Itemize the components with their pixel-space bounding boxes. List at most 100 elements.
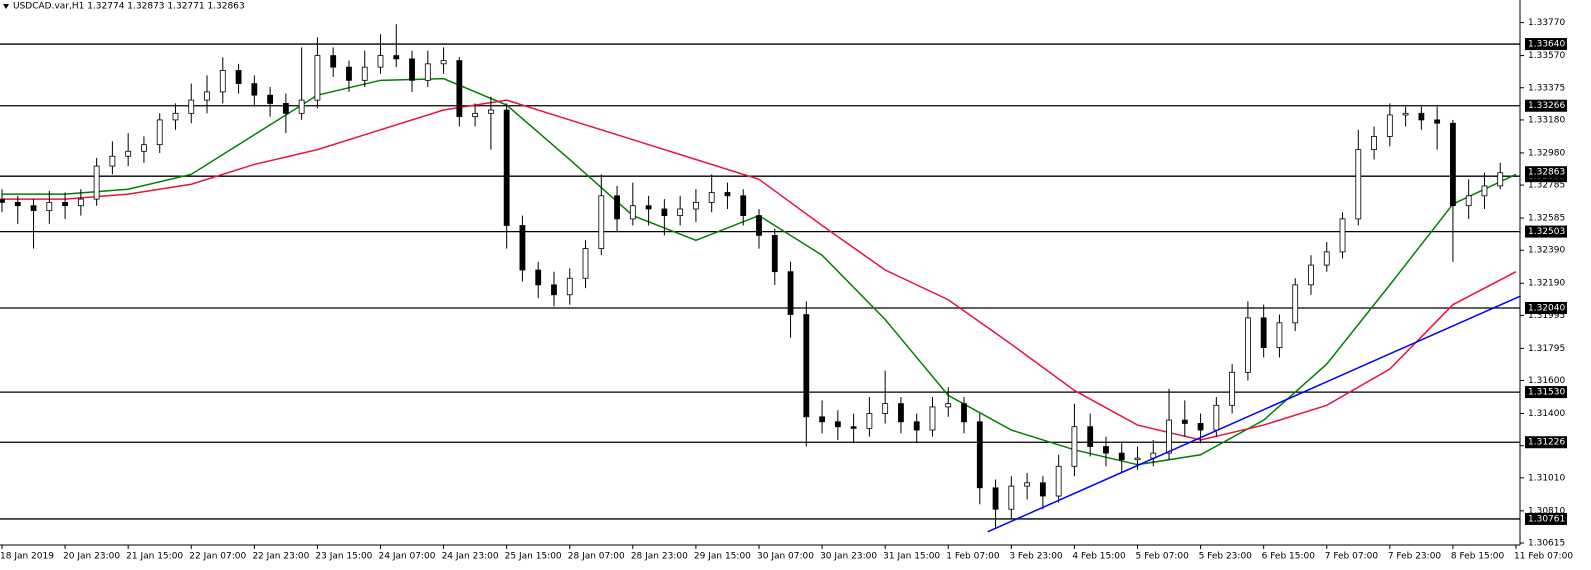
y-tick-label: 1.32390 [1528,246,1565,256]
x-tick-label: 22 Jan 23:00 [252,552,309,562]
y-tick-label: 1.33770 [1528,18,1565,28]
y-tick-label: 1.31795 [1528,344,1565,354]
candle-body [0,198,5,203]
candle-body [866,413,873,429]
candle-body [961,403,967,423]
candle-body [487,109,494,114]
candle-body [1308,264,1314,286]
candle-body [787,271,794,315]
candle-body [708,192,715,203]
menu-triangle[interactable] [3,4,9,9]
candle-body [361,66,368,81]
candle-body [409,58,415,81]
candle-body [1276,322,1283,348]
candle-body [1071,426,1078,467]
candle-body [219,70,226,93]
candle-body [1229,371,1236,406]
candle-body [598,195,605,249]
candle-body [535,269,542,286]
candle-body [1039,482,1046,497]
candle-body [551,284,557,296]
candle-body [1450,122,1456,207]
level-label: 1.31226 [1528,438,1565,448]
y-tick-label: 1.31995 [1528,311,1565,321]
candle-body [1355,149,1362,220]
candle-body [125,150,132,157]
candle-body [62,201,68,207]
candle-body [629,205,636,220]
candle-body [1371,136,1377,151]
candle-body [204,91,210,101]
candle-body [1465,195,1472,207]
candle-body [172,112,179,121]
candle-body [645,205,652,210]
level-label: 1.30761 [1528,514,1565,524]
candle-body [1181,419,1188,424]
x-tick-label: 24 Jan 07:00 [379,552,436,562]
x-tick-label: 31 Jan 15:00 [883,552,940,562]
candle-body [1024,482,1031,487]
candle-body [677,208,684,216]
candle-body [740,195,747,216]
x-tick-label: 1 Feb 07:00 [946,552,1000,562]
candle-body [1339,218,1346,253]
level-label-bg [1525,512,1567,525]
candle-body [1213,404,1220,431]
candle-body [424,63,431,81]
candle-body [913,421,920,431]
current-price-label: 1.32863 [1528,168,1565,178]
x-tick-label: 8 Feb 15:00 [1451,552,1505,562]
candle-body [724,192,731,197]
candle-body [1386,114,1393,137]
level-label: 1.32040 [1528,303,1565,313]
candle-body [109,155,116,167]
moving-average [2,99,1517,441]
x-tick-label: 20 Jan 23:00 [63,552,120,562]
candle-body [803,314,810,418]
chart-header: USDCAD.var,H1 1.32774 1.32873 1.32771 1.… [13,2,245,12]
candle-body [929,406,936,431]
level-label-bg [1525,38,1567,51]
candle-body [141,144,147,152]
x-tick-label: 30 Jan 07:00 [757,552,814,562]
candle-body [1103,446,1109,454]
x-tick-label: 7 Feb 23:00 [1388,552,1442,562]
candle-body [267,94,274,104]
candle-body [156,119,163,146]
candle-body [519,225,526,271]
candle-body [850,426,857,429]
level-label-bg [1525,225,1567,238]
y-tick-label: 1.33375 [1528,83,1565,93]
candle-body [693,201,699,210]
candle-body [314,55,321,101]
y-tick-label: 1.32785 [1528,181,1565,191]
x-tick-label: 25 Jan 15:00 [505,552,562,562]
candle-body [1244,317,1251,373]
level-label: 1.31530 [1528,388,1565,398]
candle-body [503,109,510,226]
x-tick-label: 29 Jan 15:00 [694,552,751,562]
x-tick-label: 24 Jan 23:00 [442,552,499,562]
candle-body [298,99,305,114]
x-tick-label: 28 Jan 07:00 [568,552,625,562]
candle-body [472,112,479,118]
x-tick-label: 5 Feb 23:00 [1199,552,1253,562]
x-tick-label: 6 Feb 15:00 [1262,552,1316,562]
candle-body [819,416,825,423]
candle-body [756,215,762,236]
candle-body [582,248,589,279]
candle-body [456,60,463,118]
candle-body [566,277,573,296]
x-tick-label: 3 Feb 23:00 [1009,552,1063,562]
candle-body [898,403,904,423]
candle-body [1497,172,1504,187]
candle-body [46,201,53,212]
x-tick-label: 18 Jan 2019 [0,552,54,562]
level-label: 1.32503 [1528,227,1565,237]
candle-body [188,99,195,114]
y-tick-label: 1.31010 [1528,473,1565,483]
candle-body [440,60,447,65]
level-label: 1.33640 [1528,40,1565,50]
